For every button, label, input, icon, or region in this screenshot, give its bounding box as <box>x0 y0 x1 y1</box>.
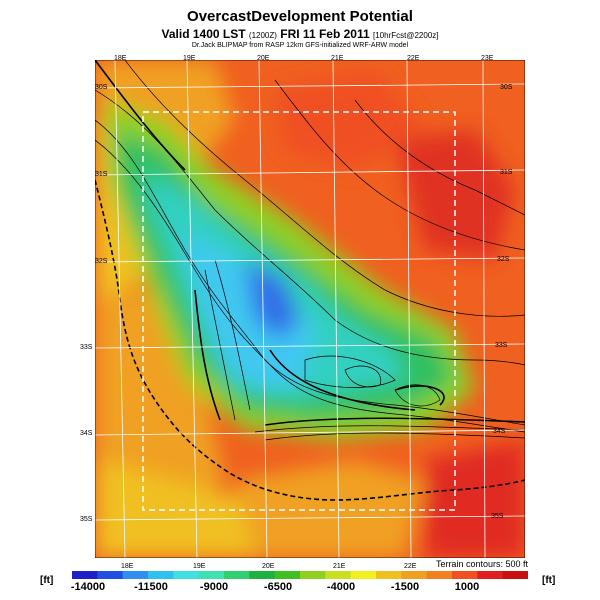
lat-label-left: 30S <box>95 84 108 91</box>
terrain-contours-bold <box>95 60 525 426</box>
terrain-contour-note: Terrain contours: 500 ft <box>435 559 528 569</box>
lon-label-top: 22E <box>407 55 420 62</box>
model-credit: Dr.Jack BLIPMAP from RASP 12km GFS-initi… <box>191 42 409 49</box>
legend-tick-label: -6500 <box>263 581 293 593</box>
chart-subtitle: Valid 1400 LST (1200Z) FRI 11 Feb 2011 [… <box>0 27 600 41</box>
valid-time: Valid 1400 LST <box>161 27 246 41</box>
lon-label-top: 18E <box>114 55 127 62</box>
legend-swatch <box>477 571 504 579</box>
legend-swatch <box>173 571 200 579</box>
valid-date: FRI 11 Feb 2011 <box>280 27 370 41</box>
forecast-hour: [10hrFcst@2200z] <box>373 31 439 40</box>
lat-label-right: 30S <box>500 84 513 91</box>
legend-swatch <box>350 571 377 579</box>
chart-title: OvercastDevelopment Potential <box>187 8 413 25</box>
legend-tick-label: -11500 <box>134 581 168 593</box>
lon-label-bottom: 19E <box>193 563 206 570</box>
lon-label-bottom: 22E <box>404 563 417 570</box>
legend-swatch <box>249 571 276 579</box>
legend-swatch <box>122 571 149 579</box>
legend-tick-label: 1000 <box>454 581 480 593</box>
lon-label-top: 19E <box>183 55 196 62</box>
lat-label-right: 34S <box>493 428 506 435</box>
lat-label-left: 35S <box>80 516 93 523</box>
inner-domain-boundary <box>142 111 456 511</box>
legend-swatch <box>376 571 402 579</box>
legend-unit-right: [ft] <box>542 575 556 586</box>
lat-label-left: 31S <box>95 171 108 178</box>
legend-unit-left: [ft] <box>40 575 54 586</box>
legend-tick-label: -4000 <box>326 581 356 593</box>
lon-label-top: 21E <box>331 55 344 62</box>
legend-tick-label: -9000 <box>199 581 229 593</box>
legend-tick-label: -14000 <box>70 581 106 593</box>
legend-swatch <box>97 571 124 579</box>
legend-swatch <box>426 571 453 579</box>
legend-swatch <box>274 571 301 579</box>
valid-time-utc: (1200Z) <box>248 31 277 40</box>
color-scale-bar <box>72 571 528 579</box>
legend-tick-label: -1500 <box>390 581 420 593</box>
legend-swatch <box>148 571 174 579</box>
lat-label-left: 34S <box>80 430 93 437</box>
potential-field <box>95 60 525 558</box>
lat-label-right: 31S <box>500 169 513 176</box>
legend-swatch <box>224 571 250 579</box>
legend-swatch <box>72 571 98 579</box>
legend-swatch <box>325 571 352 579</box>
legend-swatch <box>198 571 225 579</box>
legend-swatch <box>502 571 528 579</box>
lon-label-bottom: 20E <box>262 563 275 570</box>
legend-swatch <box>401 571 428 579</box>
legend-swatch <box>300 571 326 579</box>
lon-label-bottom: 21E <box>333 563 346 570</box>
legend-swatch <box>452 571 478 579</box>
lat-lon-grid <box>95 60 525 558</box>
forecast-map <box>95 60 525 558</box>
lat-label-left: 33S <box>80 344 93 351</box>
lon-label-top: 23E <box>481 55 494 62</box>
lat-label-right: 32S <box>497 256 510 263</box>
lon-label-bottom: 18E <box>121 563 134 570</box>
lon-label-top: 20E <box>257 55 270 62</box>
lat-label-right: 35S <box>491 513 504 520</box>
lat-label-right: 33S <box>495 342 508 349</box>
lat-label-left: 32S <box>95 258 108 265</box>
